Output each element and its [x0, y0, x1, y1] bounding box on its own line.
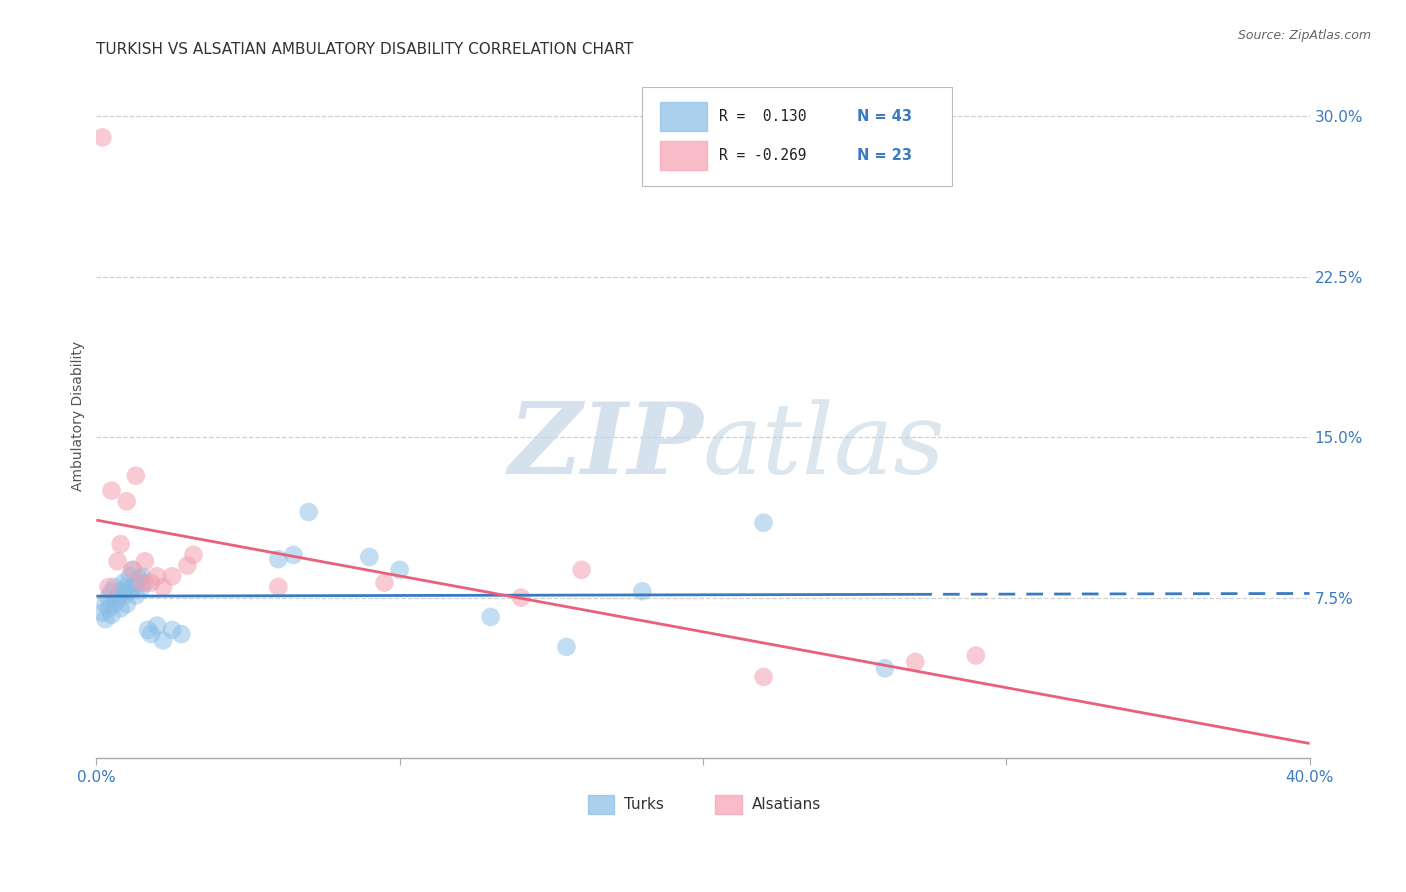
Point: [904, 655, 927, 669]
Point: [134, 575, 156, 590]
Point: [112, 575, 135, 590]
Point: [631, 584, 654, 599]
Point: [267, 552, 290, 566]
Point: [107, 589, 129, 603]
Point: [103, 597, 125, 611]
Point: [91, 606, 114, 620]
Point: [97, 591, 120, 605]
Text: N = 43: N = 43: [858, 109, 912, 124]
Text: R =  0.130: R = 0.130: [718, 109, 806, 124]
Point: [139, 627, 162, 641]
Point: [146, 618, 169, 632]
Point: [555, 640, 578, 654]
Point: [510, 591, 533, 605]
Point: [91, 130, 114, 145]
Point: [128, 571, 150, 585]
Point: [125, 468, 148, 483]
Text: TURKISH VS ALSATIAN AMBULATORY DISABILITY CORRELATION CHART: TURKISH VS ALSATIAN AMBULATORY DISABILIT…: [97, 42, 634, 57]
Text: R = -0.269: R = -0.269: [718, 148, 806, 163]
Point: [121, 580, 143, 594]
Point: [131, 569, 153, 583]
Point: [752, 516, 775, 530]
Y-axis label: Ambulatory Disability: Ambulatory Disability: [72, 341, 86, 491]
Point: [94, 597, 117, 611]
Point: [121, 563, 143, 577]
Point: [110, 584, 132, 599]
Text: Alsatians: Alsatians: [751, 797, 821, 813]
Text: Source: ZipAtlas.com: Source: ZipAtlas.com: [1237, 29, 1371, 42]
Point: [146, 569, 169, 583]
Point: [752, 670, 775, 684]
Point: [97, 580, 120, 594]
Point: [125, 589, 148, 603]
Point: [110, 601, 132, 615]
Bar: [661, 141, 707, 169]
Point: [118, 584, 141, 599]
Point: [131, 580, 153, 594]
Point: [115, 597, 138, 611]
Text: atlas: atlas: [703, 399, 946, 494]
Point: [479, 610, 502, 624]
Point: [152, 633, 174, 648]
Point: [152, 580, 174, 594]
Point: [100, 483, 122, 498]
Point: [94, 612, 117, 626]
Point: [373, 575, 395, 590]
Point: [131, 575, 153, 590]
Point: [125, 575, 148, 590]
Point: [97, 601, 120, 615]
Bar: [588, 796, 614, 814]
Point: [107, 592, 129, 607]
Point: [134, 554, 156, 568]
Point: [100, 584, 122, 599]
Point: [115, 580, 138, 594]
Point: [160, 623, 183, 637]
Point: [176, 558, 198, 573]
Point: [139, 575, 162, 590]
Point: [170, 627, 193, 641]
Point: [136, 623, 159, 637]
Point: [873, 661, 896, 675]
Point: [160, 569, 183, 583]
Point: [103, 580, 125, 594]
Point: [298, 505, 321, 519]
Bar: [661, 102, 707, 131]
Text: N = 23: N = 23: [858, 148, 912, 163]
Point: [571, 563, 593, 577]
Point: [100, 607, 122, 622]
Text: Turks: Turks: [624, 797, 664, 813]
FancyBboxPatch shape: [643, 87, 952, 186]
Bar: [716, 796, 742, 814]
Point: [183, 548, 205, 562]
Text: ZIP: ZIP: [508, 399, 703, 495]
Point: [965, 648, 987, 663]
Point: [121, 563, 143, 577]
Point: [110, 537, 132, 551]
Point: [359, 549, 381, 564]
Point: [118, 569, 141, 583]
Point: [107, 554, 129, 568]
Point: [115, 494, 138, 508]
Point: [388, 563, 411, 577]
Point: [112, 589, 135, 603]
Point: [267, 580, 290, 594]
Point: [283, 548, 305, 562]
